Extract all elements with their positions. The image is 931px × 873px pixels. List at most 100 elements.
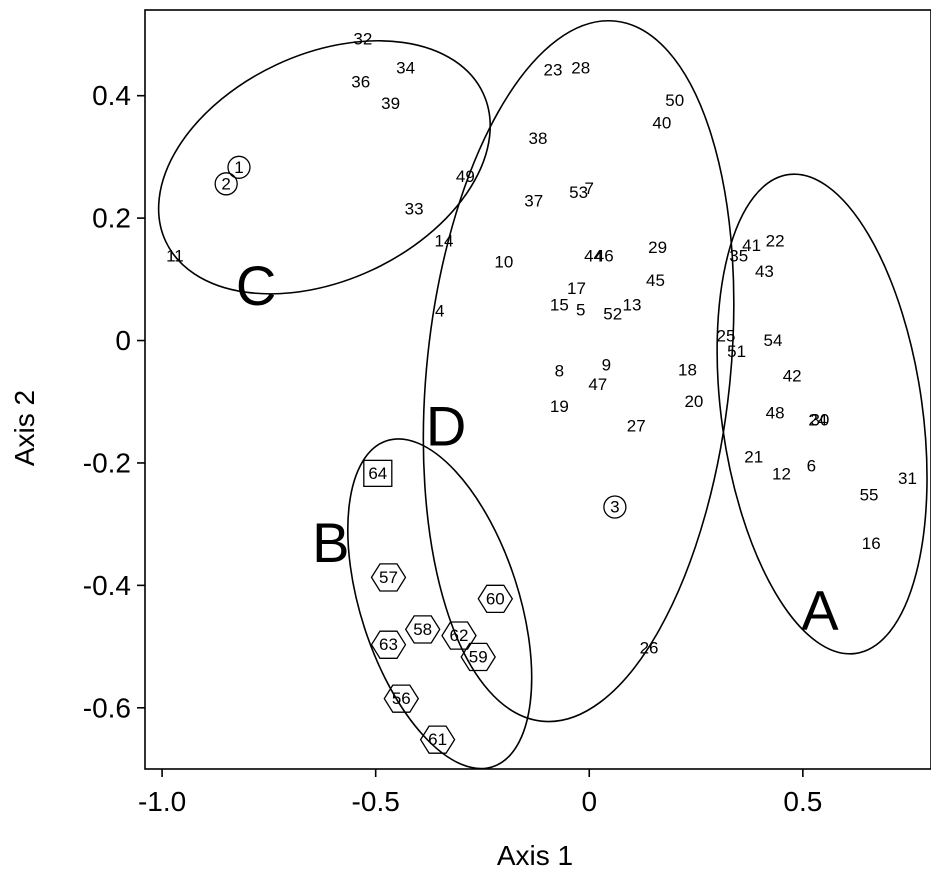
y-tick-label: -0.6 — [83, 692, 131, 723]
axes: -1.0 -0.5 0 0.5 -0.6 -0.4 -0.2 0 0.2 0.4 — [83, 80, 823, 817]
point-label: 38 — [529, 129, 548, 148]
point-label: 33 — [405, 199, 424, 218]
cluster-ellipses: A B C D — [157, 19, 928, 770]
point-label: 52 — [603, 305, 622, 324]
point-label: 20 — [684, 392, 703, 411]
point-marker-square — [363, 459, 393, 488]
point-marker-hexagon — [460, 642, 496, 672]
point-label: 4 — [435, 302, 444, 321]
group-label-d: D — [426, 395, 466, 458]
point-label: 23 — [543, 60, 562, 79]
point-label: 36 — [351, 73, 370, 92]
point-label: 40 — [652, 114, 671, 133]
y-tick-label: -0.2 — [83, 447, 131, 478]
point-label: 45 — [646, 271, 665, 290]
point-label: 3 — [610, 498, 619, 517]
point-label: 32 — [353, 29, 372, 48]
point-label: 8 — [555, 362, 564, 381]
point-label: 44 — [584, 247, 603, 266]
group-label-a: A — [801, 578, 839, 641]
point-label: 24 — [808, 411, 827, 430]
group-label-b: B — [312, 511, 349, 574]
group-ellipse-a — [716, 173, 928, 655]
point-marker-hexagon — [370, 630, 407, 659]
point-label: 18 — [678, 360, 697, 379]
point-label: 21 — [744, 447, 763, 466]
point-label: 15 — [550, 296, 569, 315]
point-label: 19 — [550, 397, 569, 416]
point-marker-hexagon — [419, 725, 456, 754]
point-marker-hexagon — [370, 563, 407, 592]
group-ellipse-d — [422, 19, 735, 723]
point-marker-hexagon — [477, 584, 514, 614]
point-label: 56 — [392, 689, 411, 708]
x-tick-label: -0.5 — [352, 786, 400, 817]
point-label: 29 — [648, 238, 667, 257]
point-label: 12 — [772, 464, 791, 483]
point-label: 64 — [368, 464, 387, 483]
point-marker-circle — [603, 495, 627, 519]
point-label: 5 — [576, 300, 585, 319]
x-tick-label: 0.5 — [783, 786, 822, 817]
x-tick-label: -1.0 — [138, 786, 186, 817]
point-marker-hexagon — [383, 684, 420, 713]
point-label: 53 — [569, 183, 588, 202]
point-label: 41 — [742, 236, 761, 255]
point-label: 16 — [862, 534, 881, 553]
y-tick-label: 0.4 — [92, 80, 131, 111]
point-label: 30 — [810, 411, 829, 430]
plot-frame — [144, 9, 931, 770]
point-label: 11 — [166, 247, 184, 266]
group-ellipse-b — [347, 438, 533, 770]
x-tick-label: 0 — [581, 786, 597, 817]
point-label: 14 — [435, 231, 454, 250]
group-label-c: C — [236, 254, 276, 317]
point-label: 54 — [763, 331, 782, 350]
point-label: 43 — [755, 262, 774, 281]
x-axis-title: Axis 1 — [497, 840, 573, 871]
point-label: 62 — [450, 626, 469, 645]
y-tick-label: 0 — [115, 325, 131, 356]
point-label: 55 — [860, 485, 879, 504]
point-marker-hexagon — [441, 621, 477, 650]
point-label: 39 — [381, 94, 400, 113]
point-label: 13 — [623, 296, 642, 315]
point-label: 31 — [898, 469, 917, 488]
point-label: 26 — [640, 638, 659, 657]
point-marker-circle — [227, 155, 251, 179]
point-label: 22 — [766, 231, 785, 250]
point-label: 27 — [627, 417, 646, 436]
point-label: 61 — [428, 730, 447, 749]
point-label: 34 — [396, 59, 415, 78]
point-label: 37 — [524, 191, 543, 210]
point-label: 1 — [234, 158, 243, 177]
point-label: 28 — [571, 59, 590, 78]
point-label: 10 — [494, 253, 513, 272]
point-label: 25 — [716, 327, 735, 346]
point-label: 59 — [469, 647, 488, 666]
point-label: 35 — [729, 247, 748, 266]
point-label: 60 — [486, 589, 505, 608]
point-label: 63 — [379, 635, 398, 654]
point-label: 6 — [807, 457, 816, 476]
y-axis-title: Axis 2 — [9, 390, 40, 466]
point-label: 57 — [379, 568, 398, 587]
point-marker-circle — [214, 172, 238, 196]
y-tick-label: -0.4 — [83, 570, 131, 601]
point-label: 46 — [595, 247, 614, 266]
point-marker-hexagon — [404, 615, 441, 644]
point-label: 49 — [456, 167, 475, 186]
point-label: 58 — [413, 620, 432, 639]
point-label: 17 — [567, 279, 586, 298]
point-label: 42 — [783, 367, 802, 386]
point-label: 2 — [221, 174, 230, 193]
group-ellipse-c — [157, 39, 492, 295]
point-label: 50 — [665, 91, 684, 110]
point-label: 48 — [766, 403, 785, 422]
point-label: 7 — [585, 179, 594, 198]
point-label: 47 — [588, 375, 607, 394]
point-label: 51 — [727, 342, 746, 361]
point-label: 9 — [602, 356, 611, 375]
